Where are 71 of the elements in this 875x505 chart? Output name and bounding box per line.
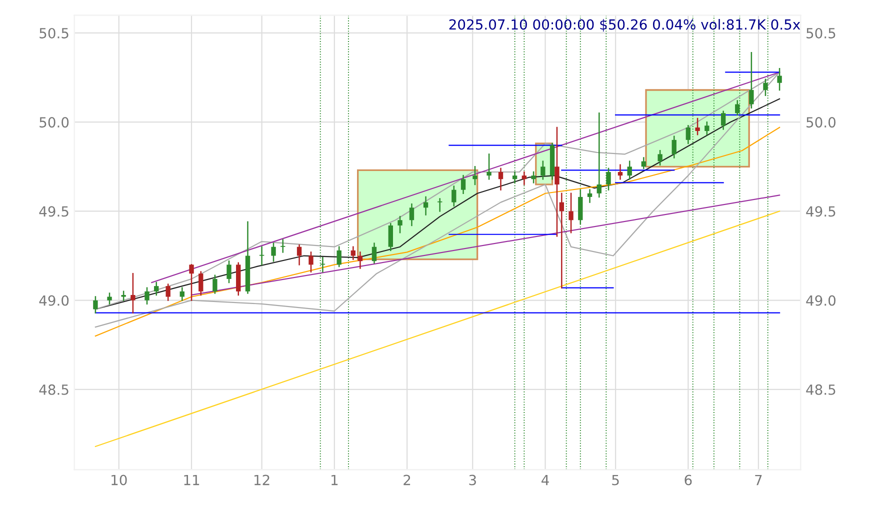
candlestick: [180, 287, 184, 301]
candlestick: [308, 252, 314, 272]
candlestick: [587, 189, 592, 203]
candlestick: [280, 239, 286, 253]
candlestick: [130, 272, 136, 314]
y-tick-label: 50.5: [40, 28, 68, 38]
candlestick: [259, 246, 264, 266]
x-tick-label: 3: [469, 474, 476, 486]
x-tick-label: 6: [684, 474, 692, 486]
y2-tick-label: 48.5: [806, 384, 836, 395]
candlestick: [522, 171, 527, 186]
y2-tick-label: 49.5: [806, 206, 836, 217]
x-tick-label: 5: [612, 474, 619, 486]
candlestick: [540, 160, 546, 180]
candlestick: [271, 242, 276, 262]
candlestick: [498, 168, 504, 190]
y2-tick-label: 50.5: [806, 28, 836, 38]
candlestick: [296, 244, 302, 266]
y-tick-label: 49.0: [39, 295, 69, 306]
y-tick-label: 50.0: [40, 117, 69, 128]
candlestick: [189, 264, 194, 301]
candlestick: [627, 160, 632, 180]
y2-tick-label: 49.0: [806, 295, 836, 306]
candlestick: [658, 150, 662, 166]
candlestick: [568, 192, 574, 234]
candlestick: [409, 203, 414, 226]
candlestick: [641, 157, 646, 170]
candlestick: [596, 112, 602, 198]
candlestick: [554, 126, 560, 237]
candlestick: [398, 216, 402, 234]
candlestick: [686, 125, 691, 144]
y2-tick-label: 50.0: [806, 117, 836, 128]
x-tick-label: 11: [184, 474, 200, 486]
x-tick-label: 4: [542, 474, 549, 486]
candlestick: [350, 246, 356, 260]
candlestick: [438, 198, 442, 212]
candlestick: [226, 260, 232, 284]
chart-title: 2025.07.10 00:00:00 $50.26 0.04% vol:81.7K 0.5x: [449, 18, 800, 32]
candlestick: [749, 52, 754, 108]
candlestick: [777, 68, 782, 91]
candlestick: [198, 271, 204, 296]
candlestick: [460, 174, 466, 194]
candlestick: [423, 196, 428, 216]
candlestick: [166, 284, 170, 301]
candlestick: [695, 118, 700, 136]
candlestick: [144, 287, 150, 305]
candlestick: [372, 242, 377, 264]
candlestick: [336, 246, 342, 268]
candlestick: [154, 282, 159, 296]
candlestick: [531, 171, 536, 184]
candlestick: [672, 136, 676, 158]
candlestick: [704, 121, 710, 136]
line-series: [94, 126, 780, 337]
x-tick-label: 1: [332, 474, 338, 486]
candlestick: [559, 192, 564, 288]
candlestick: [93, 296, 98, 314]
candlestick: [720, 110, 726, 130]
y-tick-label: 48.5: [39, 384, 68, 395]
candlestick: [472, 166, 478, 186]
x-tick-label: 2: [404, 474, 410, 486]
candlestick: [107, 292, 112, 305]
y-tick-label: 49.5: [39, 206, 68, 217]
x-tick-label: 7: [755, 474, 762, 486]
candlestick: [486, 154, 492, 180]
candlestick: [618, 164, 623, 180]
candlestick: [212, 274, 218, 294]
x-tick-label: 10: [112, 474, 127, 486]
candlestick: [358, 252, 363, 269]
candlestick: [388, 223, 393, 252]
x-tick-label: 12: [254, 474, 270, 486]
candlestick: [452, 186, 456, 206]
